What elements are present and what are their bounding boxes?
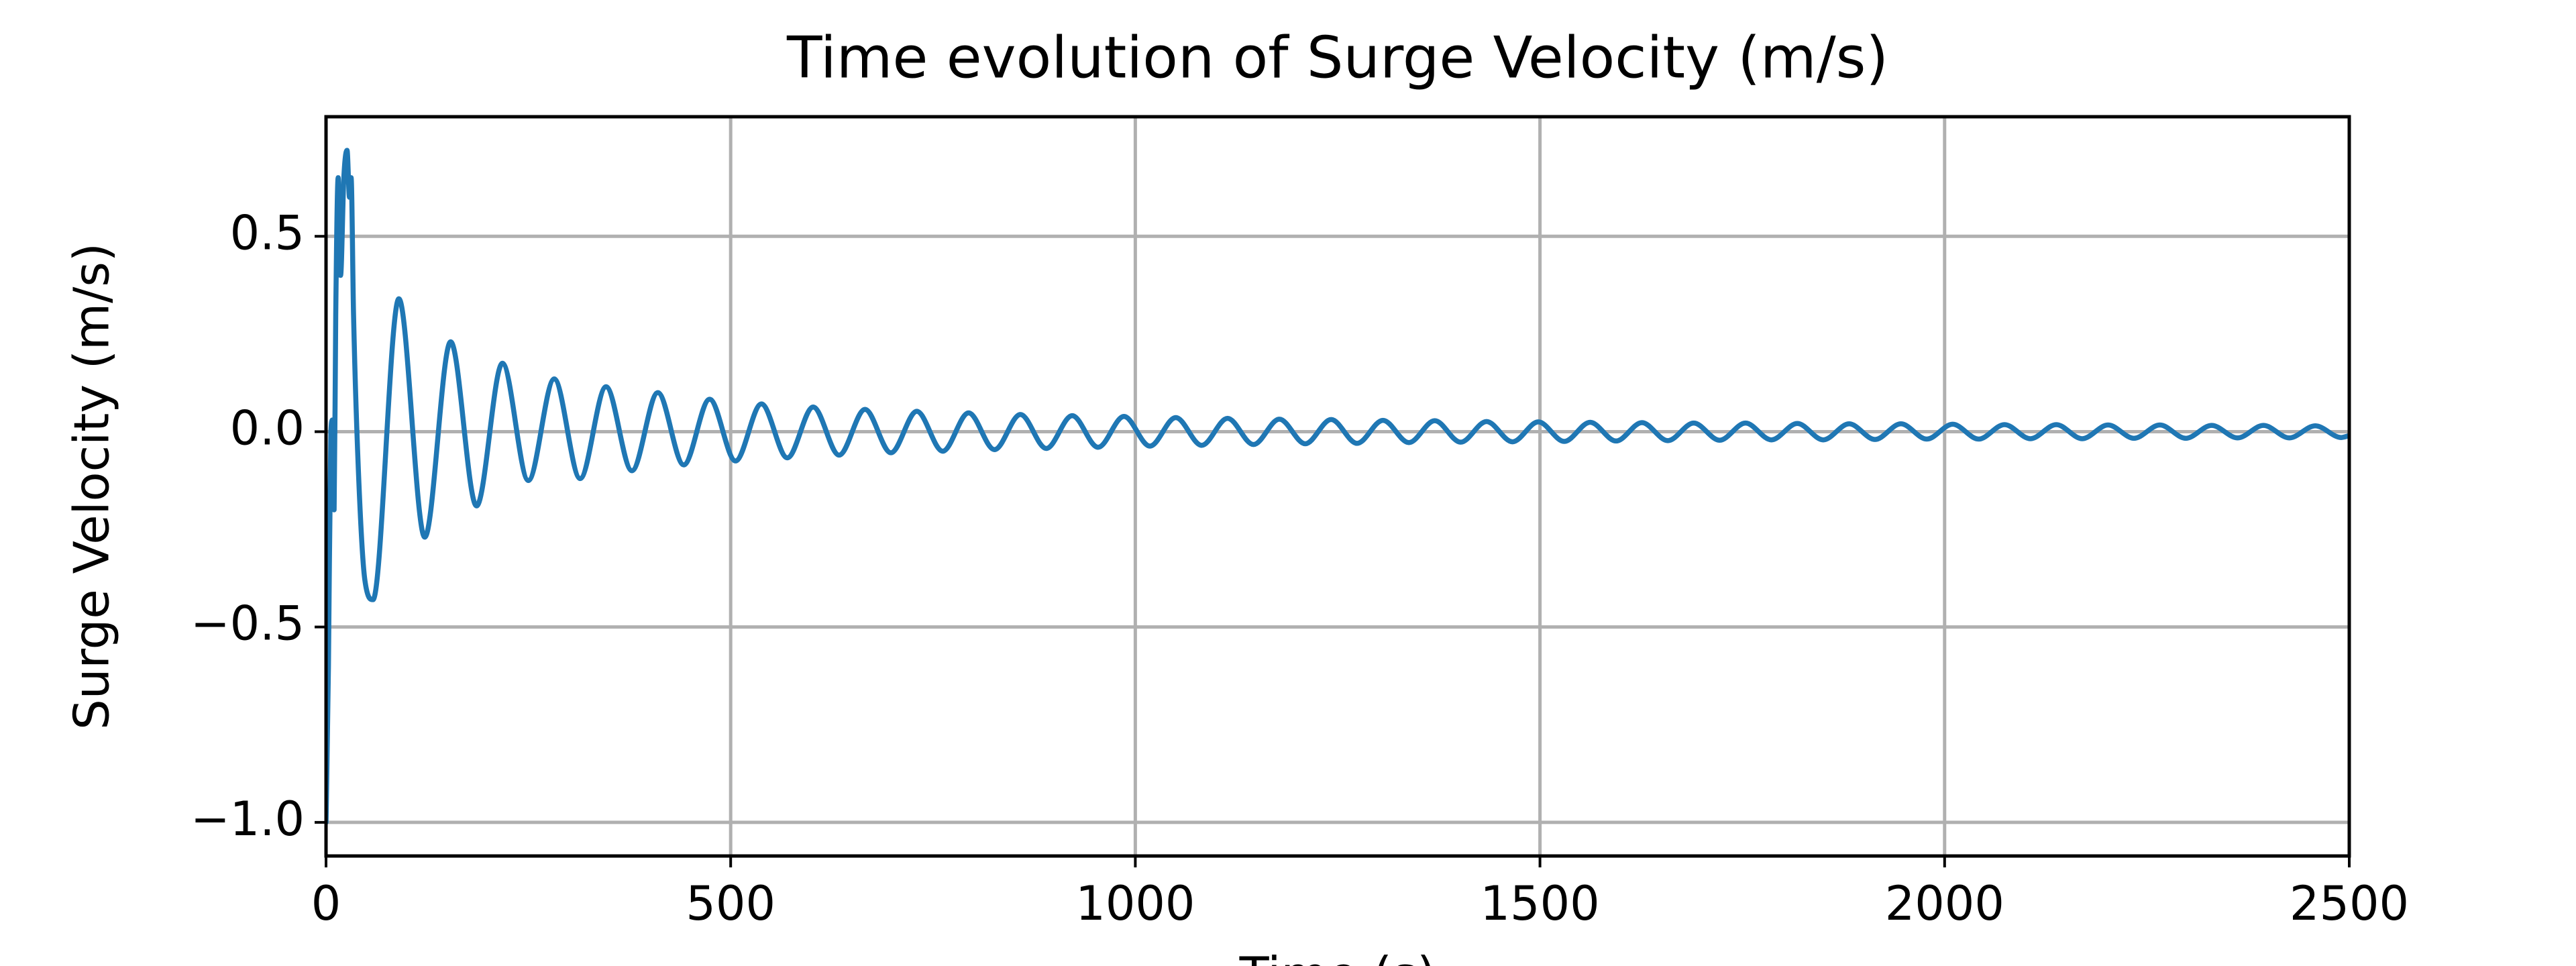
x-tick-label: 0 <box>311 876 341 931</box>
x-tick-label: 2500 <box>2290 876 2409 931</box>
data-line <box>326 148 2349 825</box>
y-tick-label: 0.0 <box>230 400 305 455</box>
x-tick-label: 1500 <box>1481 876 1600 931</box>
x-axis-label: Time (s) <box>1239 947 1436 966</box>
plot-frame <box>324 115 2351 858</box>
y-tick-label: −1.0 <box>191 792 305 847</box>
y-tick-label: −0.5 <box>191 596 305 651</box>
x-tick-label: 500 <box>686 876 775 931</box>
y-tick-label: 0.5 <box>230 205 305 260</box>
x-tick-label: 1000 <box>1075 876 1195 931</box>
chart-title: Time evolution of Surge Velocity (m/s) <box>786 24 1888 91</box>
x-tick-label: 2000 <box>1885 876 2004 931</box>
y-axis-label: Surge Velocity (m/s) <box>64 243 120 730</box>
